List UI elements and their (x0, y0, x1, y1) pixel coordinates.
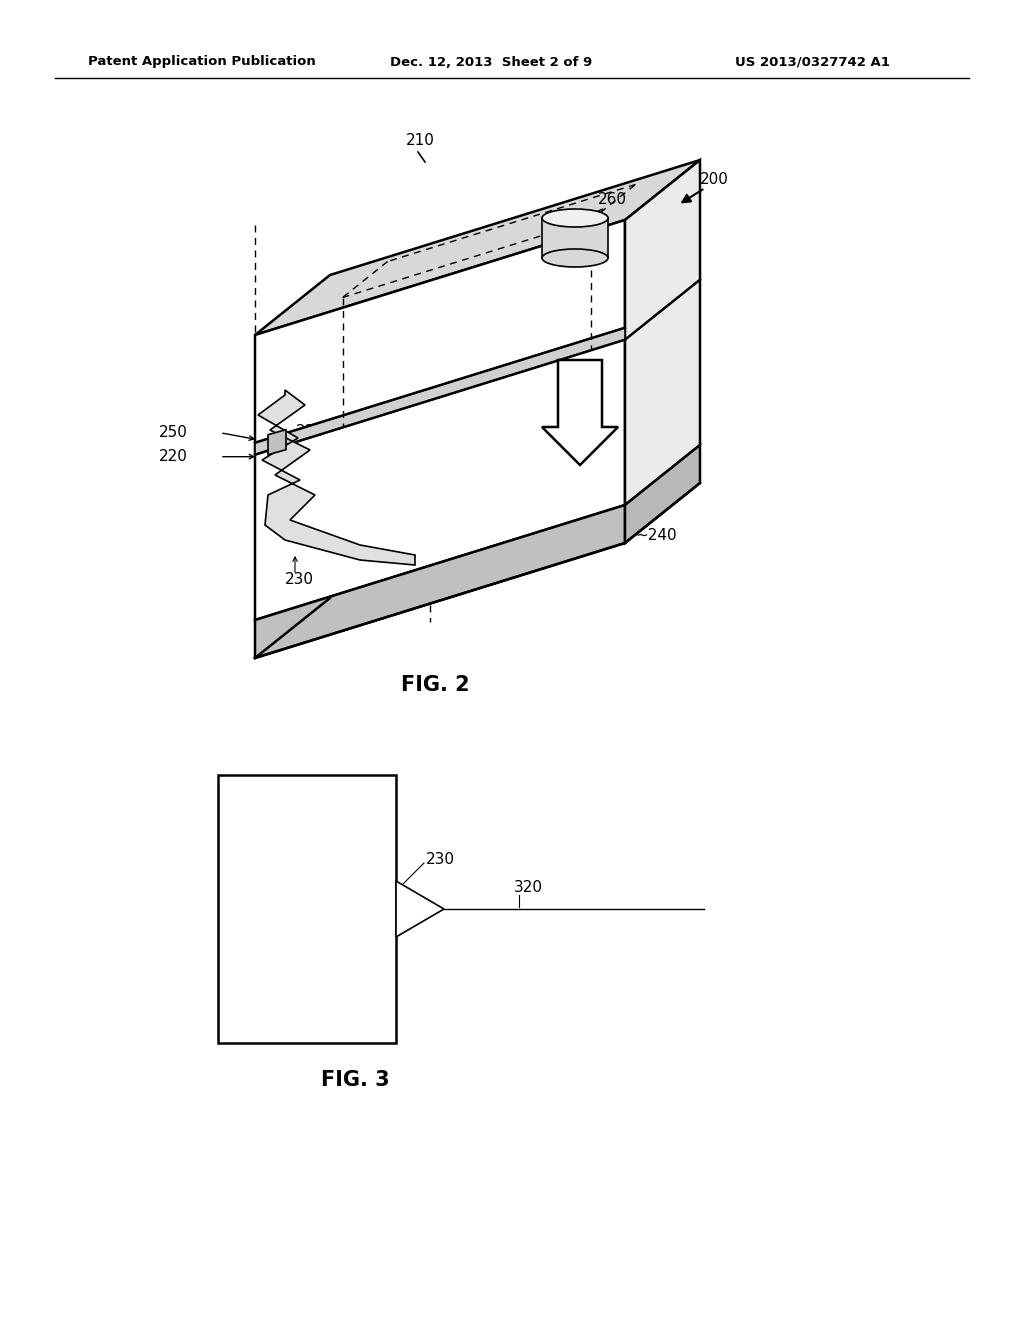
Text: 230: 230 (285, 572, 314, 587)
Polygon shape (625, 160, 700, 506)
Polygon shape (258, 389, 415, 565)
Polygon shape (396, 880, 444, 937)
Text: 220: 220 (159, 449, 188, 465)
Text: 230: 230 (426, 851, 455, 866)
Text: 260: 260 (598, 193, 627, 207)
Text: Dec. 12, 2013  Sheet 2 of 9: Dec. 12, 2013 Sheet 2 of 9 (390, 55, 592, 69)
Polygon shape (255, 327, 625, 454)
Polygon shape (542, 218, 608, 257)
Polygon shape (268, 430, 286, 454)
Text: ~240: ~240 (635, 528, 677, 543)
Text: 250: 250 (159, 425, 188, 440)
Polygon shape (255, 160, 700, 335)
Text: US 2013/0327742 A1: US 2013/0327742 A1 (735, 55, 890, 69)
Polygon shape (255, 220, 625, 620)
Polygon shape (542, 360, 618, 465)
Text: Patent Application Publication: Patent Application Publication (88, 55, 315, 69)
Text: 320: 320 (514, 879, 543, 895)
Polygon shape (255, 506, 625, 657)
Text: FIG. 3: FIG. 3 (321, 1071, 389, 1090)
Text: 200: 200 (700, 173, 729, 187)
Polygon shape (625, 445, 700, 543)
Ellipse shape (542, 249, 608, 267)
Text: 210: 210 (406, 133, 434, 148)
Text: 215: 215 (296, 425, 325, 440)
Ellipse shape (542, 209, 608, 227)
Text: FIG. 2: FIG. 2 (400, 675, 469, 696)
Bar (218, 775, 396, 1043)
